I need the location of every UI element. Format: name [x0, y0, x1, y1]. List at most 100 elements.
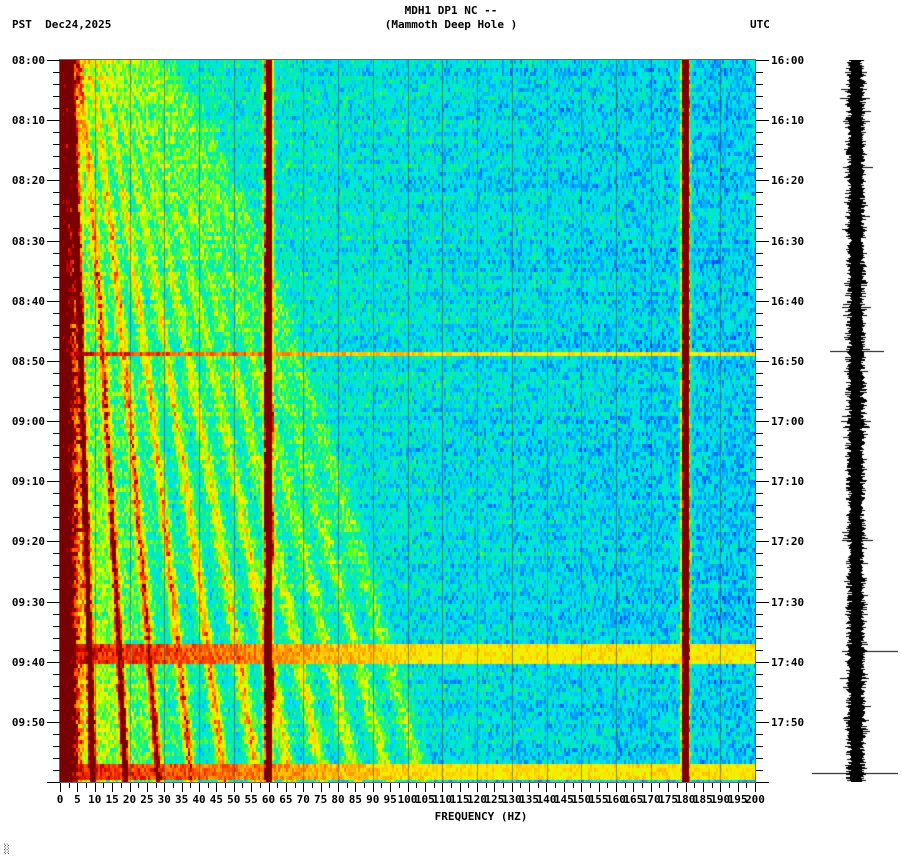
frequency-tick	[190, 783, 191, 788]
time-tick-minor	[53, 277, 60, 278]
frequency-tick	[77, 783, 78, 792]
frequency-axis-label: 150	[571, 793, 592, 806]
frequency-axis-label: 155	[588, 793, 609, 806]
time-tick-major	[756, 361, 769, 362]
frequency-tick	[208, 783, 209, 788]
seismogram-trace-canvas[interactable]	[812, 60, 898, 782]
time-axis-label: 16:50	[771, 355, 805, 368]
time-tick-major	[47, 301, 60, 302]
frequency-tick	[416, 783, 417, 788]
frequency-tick	[156, 783, 157, 788]
frequency-tick	[86, 783, 87, 788]
time-tick-major	[47, 120, 60, 121]
frequency-tick	[347, 783, 348, 788]
frequency-tick	[260, 783, 261, 788]
time-tick-minor	[53, 686, 60, 687]
time-tick-minor	[756, 589, 763, 590]
frequency-axis-label: 140	[536, 793, 557, 806]
frequency-tick	[321, 783, 322, 792]
time-tick-minor	[53, 469, 60, 470]
time-tick-minor	[53, 325, 60, 326]
time-tick-minor	[53, 313, 60, 314]
spectrogram-canvas[interactable]	[60, 60, 755, 782]
time-tick-minor	[53, 529, 60, 530]
frequency-axis-label: 25	[140, 793, 154, 806]
spectrogram-plot[interactable]	[60, 60, 755, 782]
frequency-tick	[95, 783, 96, 792]
time-tick-minor	[756, 445, 763, 446]
time-tick-minor	[756, 313, 763, 314]
frequency-axis-ticks	[60, 783, 756, 794]
time-tick-minor	[53, 96, 60, 97]
time-tick-minor	[756, 469, 763, 470]
frequency-axis-label: 85	[348, 793, 362, 806]
time-tick-minor	[53, 192, 60, 193]
time-tick-minor	[53, 228, 60, 229]
frequency-tick	[538, 783, 539, 788]
frequency-axis-label: 0	[56, 793, 64, 806]
page-title-line2: (Mammoth Deep Hole )	[384, 18, 518, 31]
time-axis-label: 09:10	[11, 475, 45, 488]
seismogram-trace-panel[interactable]	[812, 60, 898, 782]
time-tick-minor	[53, 577, 60, 578]
frequency-axis-label: 90	[366, 793, 380, 806]
time-tick-minor	[53, 373, 60, 374]
time-tick-minor	[756, 289, 763, 290]
frequency-tick	[164, 783, 165, 792]
frequency-tick	[529, 783, 530, 792]
frequency-axis-label: 145	[553, 793, 574, 806]
frequency-tick	[442, 783, 443, 792]
frequency-tick	[242, 783, 243, 788]
time-axis-label: 09:20	[11, 535, 45, 548]
frequency-axis-label: 120	[467, 793, 487, 806]
time-tick-minor	[53, 72, 60, 73]
time-tick-minor	[53, 433, 60, 434]
time-tick-major	[47, 180, 60, 181]
time-tick-major	[47, 722, 60, 723]
frequency-tick	[720, 783, 721, 792]
frequency-tick	[477, 783, 478, 792]
time-tick-minor	[756, 253, 763, 254]
time-tick-minor	[53, 168, 60, 169]
time-tick-minor	[53, 337, 60, 338]
time-axis-label: 08:10	[11, 114, 45, 127]
time-tick-minor	[53, 770, 60, 771]
time-axis-label: 08:40	[11, 295, 45, 308]
frequency-axis-label: 50	[227, 793, 241, 806]
time-tick-minor	[53, 565, 60, 566]
frequency-axis-labels: 0 5 10 15 20 25 30 35 40 45 50 55 60 65 70 75 80 85 90 95 10…	[0, 793, 902, 809]
frequency-tick	[234, 783, 235, 792]
frequency-axis-label: 30	[157, 793, 171, 806]
frequency-axis-label: 60	[261, 793, 276, 806]
time-axis-label: 17:00	[771, 415, 805, 428]
time-axis-label: 16:00	[771, 54, 805, 67]
time-axis-label: 16:30	[771, 235, 805, 248]
frequency-tick	[599, 783, 600, 792]
time-tick-minor	[53, 746, 60, 747]
time-tick-minor	[53, 553, 60, 554]
frequency-tick	[616, 783, 617, 792]
frequency-axis-label: 15	[105, 793, 119, 806]
frequency-tick	[703, 783, 704, 792]
frequency-tick	[251, 783, 252, 792]
frequency-tick	[373, 783, 374, 792]
time-tick-minor	[756, 385, 763, 386]
time-tick-minor	[756, 192, 763, 193]
time-tick-major	[47, 782, 60, 783]
time-tick-minor	[53, 626, 60, 627]
time-tick-minor	[756, 505, 763, 506]
frequency-tick	[182, 783, 183, 792]
time-axis-left-ticks	[47, 60, 60, 783]
frequency-axis-label: 195	[727, 793, 748, 806]
frequency-axis-label: 65	[279, 793, 293, 806]
time-tick-minor	[53, 409, 60, 410]
frequency-tick	[364, 783, 365, 788]
time-tick-minor	[53, 265, 60, 266]
time-tick-minor	[756, 228, 763, 229]
frequency-tick	[468, 783, 469, 788]
frequency-axis-label: 75	[314, 793, 328, 806]
frequency-tick	[677, 783, 678, 788]
time-axis-label: 16:10	[771, 114, 805, 127]
frequency-tick	[755, 783, 756, 792]
time-tick-minor	[756, 108, 763, 109]
